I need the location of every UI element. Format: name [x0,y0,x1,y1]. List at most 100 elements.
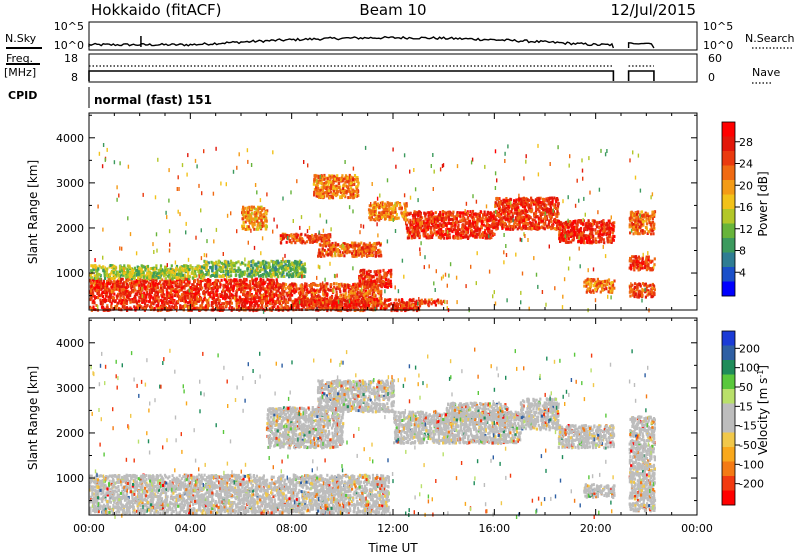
heatmap-cell [157,304,159,307]
heatmap-cell [311,293,313,296]
heatmap-cell [371,254,373,257]
heatmap-cell [181,286,183,289]
heatmap-cell [123,264,125,267]
heatmap-cell [314,300,316,303]
heatmap-cell [347,196,349,199]
heatmap-cell [122,278,124,281]
heatmap-cell [355,253,357,256]
heatmap-cell [161,304,163,307]
heatmap-cell [229,301,231,304]
heatmap-cell [96,285,98,288]
heatmap-cell [379,244,381,247]
heatmap-cell [233,264,235,267]
heatmap-cell [356,179,358,182]
heatmap-cell [168,271,170,274]
heatmap-cell [257,289,259,292]
heatmap-cell [327,253,329,256]
heatmap-cell [434,301,436,304]
heatmap-cell [337,243,339,246]
heatmap-cell [138,273,140,276]
heatmap-cell [328,181,330,184]
heatmap-cell [350,304,352,307]
heatmap-cell [385,285,387,288]
heatmap-cell [95,277,97,280]
heatmap-cell [153,272,155,275]
heatmap-cell [173,274,175,277]
heatmap-cell [152,267,154,270]
heatmap-cell [160,267,162,270]
heatmap-cell [230,285,232,288]
heatmap-cell [118,274,120,277]
heatmap-cell [327,234,329,237]
heatmap-cell [126,290,128,293]
heatmap-cell [216,293,218,296]
heatmap-cell [166,281,168,284]
heatmap-cell [375,255,377,258]
heatmap-cell [105,295,107,298]
heatmap-cell [262,301,264,304]
heatmap-cell [135,307,137,310]
heatmap-cell [188,268,190,271]
nsky-trace [89,37,613,48]
heatmap-cell [260,262,262,265]
heatmap-cell [164,301,166,304]
heatmap-cell [319,254,321,257]
heatmap-cell [280,237,282,240]
heatmap-cell [195,292,197,295]
heatmap-cell [168,295,170,298]
heatmap-cell [279,272,281,275]
heatmap-cell [383,214,385,217]
heatmap-cell [96,289,98,292]
heatmap-cell [157,283,159,286]
heatmap-cell [409,301,411,304]
heatmap-cell [381,216,383,219]
heatmap-cell [232,287,234,290]
heatmap-cell [341,194,343,197]
heatmap-cell [231,262,233,265]
heatmap-cell [277,261,279,264]
heatmap-cell [428,304,430,307]
heatmap-cell [171,285,173,288]
heatmap-cell [376,304,378,307]
heatmap-cell [300,284,302,287]
heatmap-cell [369,284,371,287]
heatmap-cell [130,284,132,287]
heatmap-cell [258,207,260,210]
heatmap-cell [236,285,238,288]
heatmap-cell [246,217,248,220]
heatmap-cell [187,265,189,268]
heatmap-cell [414,301,416,304]
heatmap-cell [176,290,178,293]
heatmap-cell [170,291,172,294]
heatmap-cell [159,289,161,292]
heatmap-cell [412,304,414,307]
heatmap-cell [265,291,267,294]
heatmap-cell [244,264,246,267]
heatmap-cell [355,194,357,197]
heatmap-cell [295,299,297,302]
heatmap-cell [301,268,303,271]
heatmap-cell [157,276,159,279]
heatmap-cell [357,293,359,296]
heatmap-cell [320,192,322,195]
heatmap-cell [361,246,363,249]
heatmap-cell [119,297,121,300]
heatmap-cell [373,298,375,301]
heatmap-cell [306,288,308,291]
heatmap-cell [259,275,261,278]
heatmap-cell [339,195,341,198]
heatmap-cell [90,298,92,301]
heatmap-cell [229,305,231,308]
heatmap-cell [174,288,176,291]
heatmap-cell [358,284,360,287]
heatmap-cell [326,195,328,198]
heatmap-cell [374,289,376,292]
heatmap-cell [240,283,242,286]
heatmap-cell [261,209,263,212]
heatmap-cell [240,271,242,274]
heatmap-cell [217,296,219,299]
heatmap-cell [212,291,214,294]
heatmap-cell [224,265,226,268]
heatmap-cell [325,234,327,237]
